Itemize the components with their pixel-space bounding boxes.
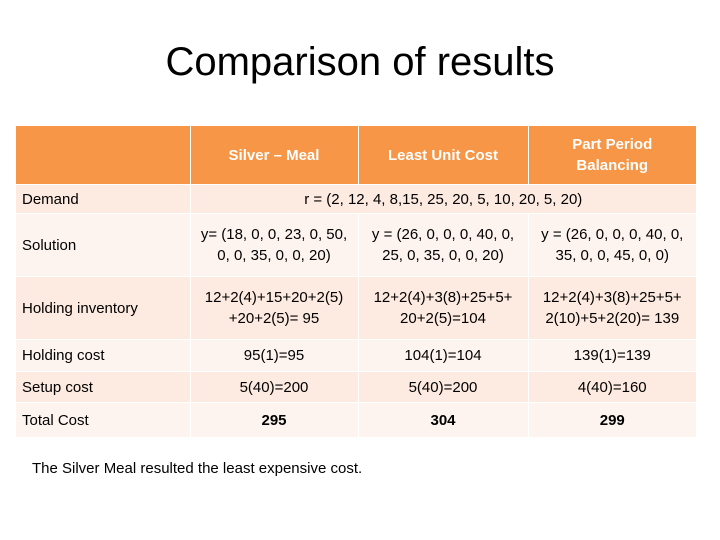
holding-cost-silver-meal: 95(1)=95 (190, 339, 359, 372)
holding-inventory-silver-meal: 12+2(4)+15+20+2(5) +20+2(5)= 95 (190, 276, 359, 340)
header-silver-meal: Silver – Meal (190, 126, 359, 185)
holding-cost-part-period-balancing: 139(1)=139 (528, 339, 696, 372)
solution-part-period-balancing: y = (26, 0, 0, 0, 40, 0, 35, 0, 0, 45, 0… (528, 213, 696, 277)
header-least-unit-cost: Least Unit Cost (358, 126, 529, 185)
solution-silver-meal: y= (18, 0, 0, 23, 0, 50, 0, 0, 35, 0, 0,… (190, 213, 359, 277)
comparison-table: Silver – Meal Least Unit Cost Part Perio… (16, 126, 696, 438)
table-header-row: Silver – Meal Least Unit Cost Part Perio… (16, 126, 696, 185)
total-cost-part-period-balancing: 299 (528, 402, 696, 438)
row-label-solution: Solution (16, 213, 191, 277)
row-label-holding-inventory: Holding inventory (16, 276, 191, 340)
table-row-holding-cost: Holding cost 95(1)=95 104(1)=104 139(1)=… (16, 339, 696, 372)
total-cost-least-unit-cost: 304 (358, 402, 529, 438)
holding-inventory-part-period-balancing: 12+2(4)+3(8)+25+5+ 2(10)+5+2(20)= 139 (528, 276, 696, 340)
row-label-setup-cost: Setup cost (16, 371, 191, 403)
row-label-total-cost: Total Cost (16, 402, 191, 438)
header-corner-cell (16, 126, 191, 185)
setup-cost-least-unit-cost: 5(40)=200 (358, 371, 529, 403)
table-row-setup-cost: Setup cost 5(40)=200 5(40)=200 4(40)=160 (16, 371, 696, 403)
holding-inventory-least-unit-cost: 12+2(4)+3(8)+25+5+ 20+2(5)=104 (358, 276, 529, 340)
header-part-period-balancing: Part Period Balancing (528, 126, 696, 185)
row-label-demand: Demand (16, 184, 191, 214)
conclusion-note: The Silver Meal resulted the least expen… (32, 460, 363, 477)
total-cost-silver-meal: 295 (190, 402, 359, 438)
setup-cost-silver-meal: 5(40)=200 (190, 371, 359, 403)
table-row-holding-inventory: Holding inventory 12+2(4)+15+20+2(5) +20… (16, 276, 696, 340)
row-label-holding-cost: Holding cost (16, 339, 191, 372)
table-row-total-cost: Total Cost 295 304 299 (16, 402, 696, 438)
solution-least-unit-cost: y = (26, 0, 0, 0, 40, 0, 25, 0, 35, 0, 0… (358, 213, 529, 277)
holding-cost-least-unit-cost: 104(1)=104 (358, 339, 529, 372)
table-row-solution: Solution y= (18, 0, 0, 23, 0, 50, 0, 0, … (16, 213, 696, 277)
slide-title: Comparison of results (165, 40, 555, 84)
setup-cost-part-period-balancing: 4(40)=160 (528, 371, 696, 403)
table-row-demand: Demand r = (2, 12, 4, 8,15, 25, 20, 5, 1… (16, 184, 696, 214)
demand-value: r = (2, 12, 4, 8,15, 25, 20, 5, 10, 20, … (190, 184, 696, 214)
